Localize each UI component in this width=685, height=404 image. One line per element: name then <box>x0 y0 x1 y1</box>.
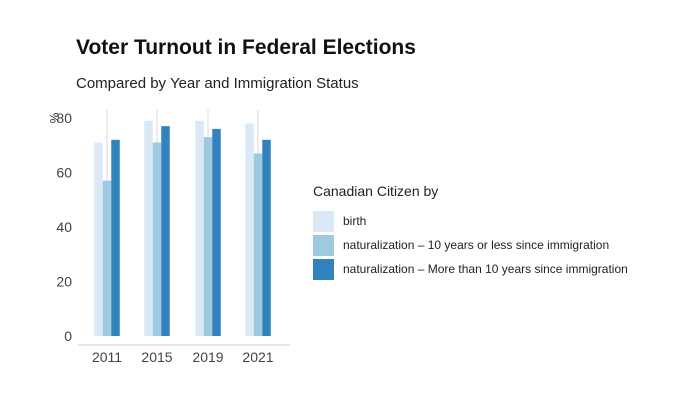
legend-swatch-0 <box>313 210 334 232</box>
bar-2015-series-2 <box>161 126 170 336</box>
legend-item-1: naturalization – 10 years or less since … <box>313 233 628 257</box>
bar-2011-series-1 <box>102 180 112 336</box>
bar-2019-series-0 <box>195 120 204 336</box>
legend: Canadian Citizen by birth naturalization … <box>313 183 628 281</box>
chart-subtitle: Compared by Year and Immigration Status <box>76 75 359 92</box>
bar-2011-series-0 <box>94 142 103 336</box>
legend-label-2: naturalization – More than 10 years sinc… <box>343 262 628 276</box>
bar-2021-series-2 <box>262 139 271 336</box>
legend-label-1: naturalization – 10 years or less since … <box>343 238 610 252</box>
legend-swatch-1 <box>313 234 334 256</box>
legend-item-0: birth <box>313 209 628 233</box>
y-tick-label-80: 80 <box>56 110 72 126</box>
y-tick-label-40: 40 <box>56 219 72 235</box>
y-tick-label-20: 20 <box>56 274 72 290</box>
bar-2019-series-1 <box>203 137 213 336</box>
x-tick-label-2019: 2019 <box>192 349 223 365</box>
x-tick-label-2015: 2015 <box>141 349 172 365</box>
x-tick-label-2021: 2021 <box>242 349 273 365</box>
x-tick-label-2011: 2011 <box>92 349 122 365</box>
legend-title: Canadian Citizen by <box>313 183 439 199</box>
bar-2015-series-1 <box>152 142 162 336</box>
legend-item-2: naturalization – More than 10 years sinc… <box>313 257 628 281</box>
chart-title: Voter Turnout in Federal Elections <box>76 36 416 59</box>
y-tick-label-60: 60 <box>56 165 72 181</box>
bar-2011-series-2 <box>111 139 120 336</box>
legend-label-0: birth <box>343 214 367 228</box>
legend-swatch-2 <box>313 258 334 280</box>
y-axis-label: % <box>47 113 61 124</box>
bar-2019-series-2 <box>212 128 221 336</box>
bar-2021-series-0 <box>245 123 254 336</box>
bar-2015-series-0 <box>144 120 153 336</box>
bar-2021-series-1 <box>253 153 263 336</box>
y-tick-label-0: 0 <box>64 328 72 344</box>
